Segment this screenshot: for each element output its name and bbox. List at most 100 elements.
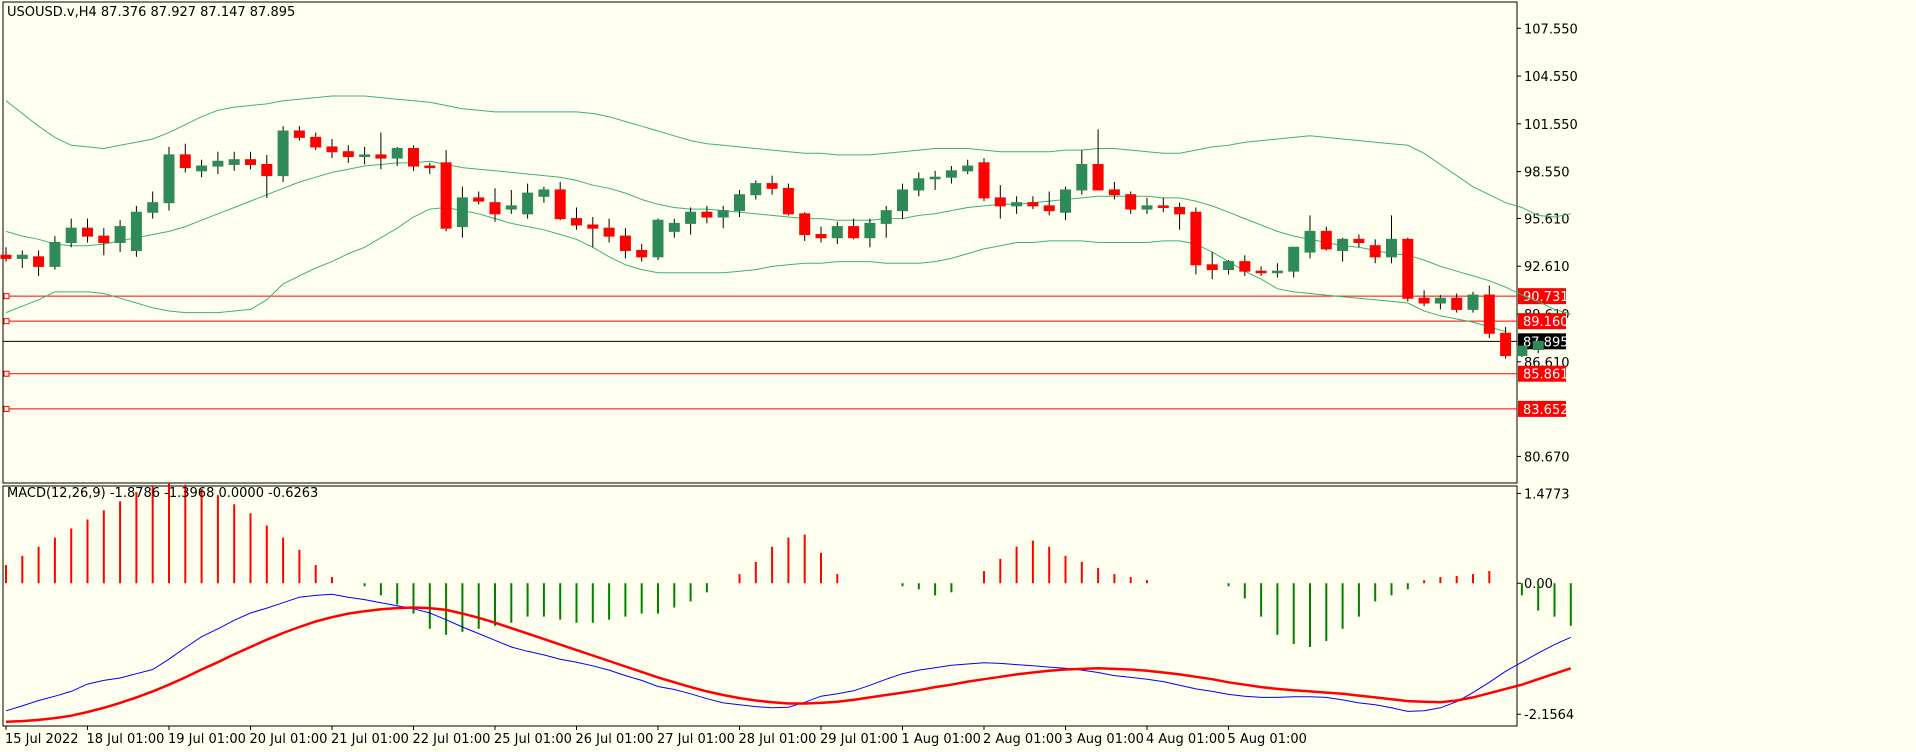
- bollinger-upper: [5, 95, 1571, 218]
- level-price-tag: [1518, 313, 1566, 330]
- candle-body: [98, 235, 110, 243]
- y-tick-label: 104.550: [1524, 70, 1578, 85]
- candle-body: [1092, 163, 1104, 191]
- x-tick-label: 1 Aug 01:00: [902, 732, 981, 747]
- candle-body: [228, 159, 240, 165]
- y-tick-label: 92.610: [1524, 260, 1570, 275]
- candle-body: [1239, 261, 1251, 272]
- candle-body: [962, 165, 974, 172]
- candle-body: [766, 183, 778, 189]
- candle-body: [1125, 194, 1137, 210]
- candle-body: [522, 192, 534, 215]
- candle-body: [49, 242, 61, 267]
- macd-panel[interactable]: 1.47730.00-2.1564: [2, 482, 1574, 727]
- candle-body: [897, 189, 908, 212]
- candle-body: [1434, 297, 1446, 304]
- y-tick-label: 98.550: [1524, 166, 1570, 181]
- candle-body: [701, 211, 713, 218]
- candle-body: [473, 197, 485, 202]
- candle-body: [1060, 189, 1071, 213]
- candle-body: [1402, 238, 1414, 299]
- candle-body: [505, 205, 517, 210]
- candle-body: [326, 146, 338, 153]
- price-frame: [2, 1, 1518, 484]
- x-tick-label: 27 Jul 01:00: [657, 732, 735, 747]
- candle-body: [277, 130, 289, 177]
- candle-body: [179, 154, 191, 169]
- candle-body: [1304, 230, 1316, 253]
- bollinger-lower: [5, 206, 1506, 333]
- x-tick-label: 2 Aug 01:00: [983, 732, 1062, 747]
- candle-body: [375, 154, 387, 159]
- candle-body: [489, 202, 501, 215]
- candle-body: [1337, 238, 1349, 251]
- chart-title: USOUSD.v,H4 87.376 87.927 87.147 87.895: [7, 5, 295, 20]
- candle-body: [0, 254, 12, 259]
- candle-body: [864, 222, 876, 239]
- candle-body: [1255, 270, 1267, 274]
- candle-body: [245, 159, 256, 165]
- candle-body: [212, 160, 224, 167]
- x-tick-label: 3 Aug 01:00: [1065, 732, 1144, 747]
- x-tick-label: 4 Aug 01:00: [1146, 732, 1225, 747]
- candle-body: [848, 226, 860, 239]
- candle-body: [831, 226, 843, 239]
- candle-body: [815, 234, 827, 239]
- x-tick-label: 26 Jul 01:00: [576, 732, 654, 747]
- y-tick-label: 95.610: [1524, 212, 1570, 227]
- level-price-tag: [1518, 288, 1566, 305]
- candle-body: [734, 194, 745, 212]
- candle-body: [636, 249, 648, 258]
- candle-body: [717, 210, 729, 218]
- candle-body: [1174, 206, 1186, 215]
- level-price-tag: [1518, 400, 1566, 417]
- candle-body: [163, 154, 175, 204]
- candle-body: [1500, 332, 1512, 357]
- x-tick-label: 18 Jul 01:00: [87, 732, 165, 747]
- candle-body: [799, 213, 811, 236]
- candle-body: [1386, 238, 1397, 258]
- candle-body: [913, 178, 925, 191]
- y-tick-label: 80.670: [1524, 450, 1570, 465]
- candle-body: [391, 148, 403, 159]
- candle-body: [978, 162, 990, 199]
- x-tick-label: 21 Jul 01:00: [331, 732, 409, 747]
- candle-body: [1076, 163, 1088, 191]
- candle-body: [1108, 189, 1120, 196]
- candle-body: [130, 211, 142, 251]
- candle-body: [440, 162, 452, 229]
- candle-body: [994, 197, 1006, 207]
- candle-body: [1353, 238, 1365, 244]
- candle-body: [554, 189, 566, 220]
- level-anchor: [3, 370, 10, 377]
- candle-body: [408, 148, 419, 167]
- candle-body: [1157, 205, 1169, 208]
- current-price-label: 87.895: [1523, 335, 1569, 350]
- candle-body: [1043, 205, 1055, 212]
- candle-body: [342, 151, 354, 157]
- candle-body: [668, 222, 680, 232]
- level-anchor: [3, 293, 10, 300]
- candle-body: [750, 183, 762, 196]
- candle-body: [1320, 230, 1332, 250]
- candle-body: [424, 165, 436, 169]
- x-tick-label: 19 Jul 01:00: [168, 732, 246, 747]
- candle-body: [1223, 261, 1234, 271]
- candle-body: [1516, 345, 1528, 357]
- candle-body: [1532, 340, 1544, 351]
- candle-body: [619, 235, 631, 251]
- candle-body: [1206, 264, 1218, 271]
- candle-body: [945, 170, 957, 178]
- y-tick-label: 107.550: [1524, 22, 1578, 37]
- candle-body: [929, 176, 941, 180]
- candle-body: [587, 224, 599, 229]
- candle-body: [359, 154, 371, 157]
- candle-body: [538, 189, 550, 197]
- x-tick-label: 15 Jul 2022: [5, 732, 79, 747]
- macd-signal-line: [5, 606, 1572, 723]
- candle-body: [261, 163, 273, 177]
- candle-body: [782, 187, 794, 215]
- price-panel[interactable]: 107.550 104.550 101.550 98.550 95.610 92.610 8…: [0, 1, 1578, 484]
